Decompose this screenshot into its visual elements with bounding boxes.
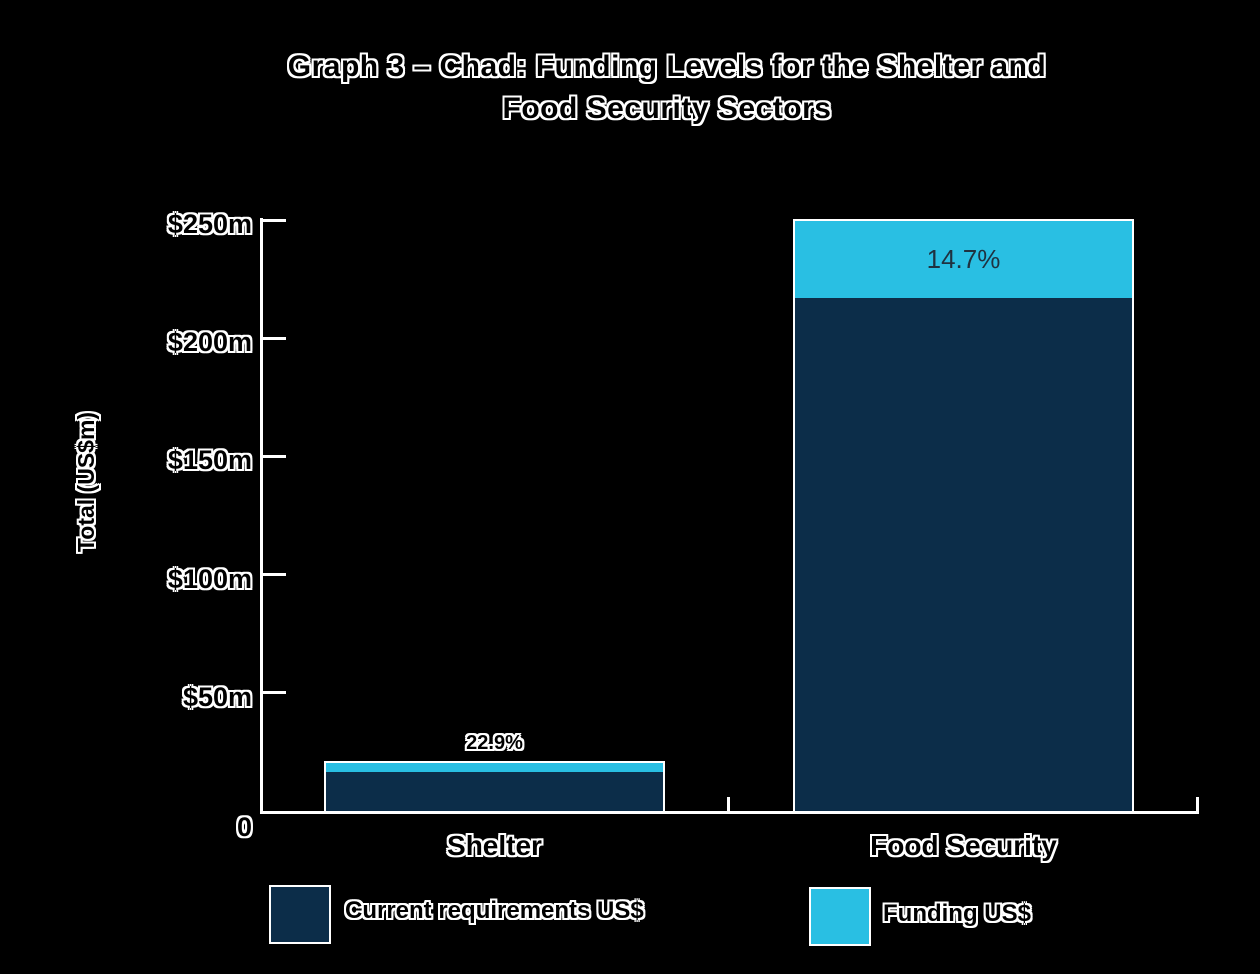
legend-label-funding: Funding US$ — [883, 900, 1031, 927]
y-tick-mark — [263, 336, 286, 340]
y-tick-label-zero: 0 — [236, 812, 252, 842]
bar-percent-label: 14.7% — [926, 243, 1001, 274]
chart-title-line-2: Food Security Sectors — [502, 92, 832, 125]
bar-food-security — [793, 219, 1134, 813]
y-tick-mark — [263, 454, 286, 458]
legend-label-requirements: Current requirements US$ — [345, 897, 644, 924]
chart-title: Graph 3 – Chad: Funding Levels for the S… — [74, 46, 1260, 130]
bar-percent-label: 22.9% — [466, 732, 523, 754]
y-tick-label: $50m — [182, 681, 252, 712]
y-tick-label: $250m — [167, 209, 252, 239]
chart-title-line-1: Graph 3 – Chad: Funding Levels for the S… — [287, 50, 1047, 83]
y-tick-label: $100m — [167, 563, 252, 594]
x-tick-mark — [727, 797, 730, 814]
legend-swatch-requirements — [269, 885, 331, 944]
y-tick-label: $200m — [167, 327, 252, 358]
legend-swatch-funding — [809, 887, 871, 946]
y-tick-mark — [263, 573, 286, 577]
y-axis-line — [260, 218, 263, 814]
x-category-label: Food Security — [870, 830, 1057, 861]
y-tick-mark — [263, 218, 286, 222]
x-category-label: Shelter — [447, 830, 542, 861]
bar-segment-funding — [795, 221, 1132, 298]
bar-shelter — [324, 761, 665, 813]
bar-segment-requirements — [326, 772, 663, 811]
x-tick-mark — [1196, 797, 1199, 814]
y-tick-label: $150m — [167, 445, 252, 476]
y-tick-mark — [263, 691, 286, 695]
bar-segment-funding — [326, 763, 663, 772]
bar-segment-requirements — [795, 298, 1132, 811]
